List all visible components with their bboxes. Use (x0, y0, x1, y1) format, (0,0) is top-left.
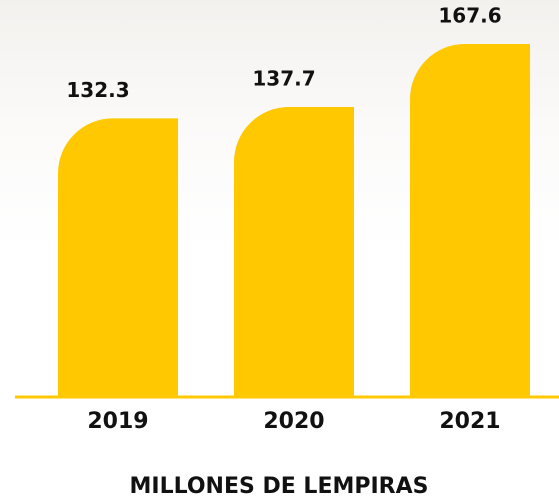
bar (58, 118, 178, 397)
x-tick-label: 2019 (87, 409, 148, 434)
value-label: 137.7 (252, 66, 315, 90)
x-tick-label: 2020 (263, 409, 324, 434)
bar (234, 107, 354, 397)
chart-title: MILLONES DE LEMPIRAS (130, 474, 429, 499)
bar (410, 44, 530, 397)
x-tick-label: 2021 (439, 409, 500, 434)
chart: MILLONES DE LEMPIRAS 132.3 2019 137.7 2020 1… (0, 0, 559, 501)
value-label: 132.3 (66, 78, 129, 102)
value-label: 167.6 (438, 4, 501, 28)
